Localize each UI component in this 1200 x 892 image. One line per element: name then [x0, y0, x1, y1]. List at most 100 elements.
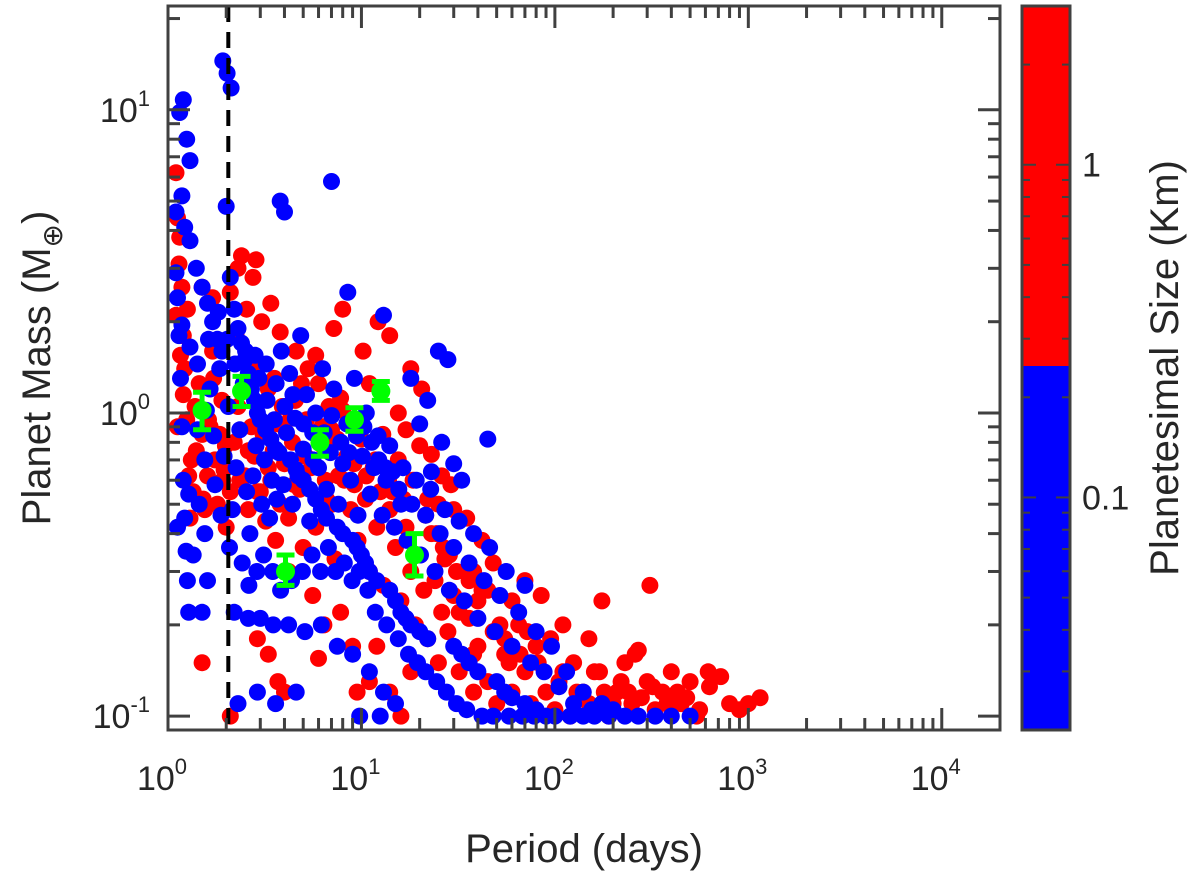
red-point-212: [307, 346, 325, 364]
blue-point-236: [359, 581, 377, 599]
blue-point-123: [289, 467, 307, 485]
red-point-244: [532, 587, 550, 604]
blue-point-172: [497, 563, 515, 580]
blue-point-85: [173, 418, 191, 436]
blue-point-160: [436, 501, 454, 519]
blue-point-131: [314, 360, 332, 378]
blue-point-150: [390, 480, 408, 498]
blue-point-256: [209, 303, 227, 321]
x-axis-title: Period (days): [465, 827, 703, 871]
blue-point-254: [189, 355, 206, 373]
red-point-202: [644, 678, 662, 696]
blue-point-92: [199, 572, 216, 590]
blue-point-165: [460, 554, 478, 572]
blue-point-118: [274, 476, 292, 494]
blue-point-156: [417, 506, 435, 524]
red-point-201: [632, 689, 650, 707]
red-point-88: [465, 683, 483, 701]
blue-point-268: [323, 407, 341, 425]
blue-point-163: [450, 512, 468, 530]
red-point-38: [267, 531, 285, 549]
blue-point-126: [298, 386, 315, 404]
red-point-28: [239, 501, 257, 519]
blue-point-143: [361, 485, 379, 503]
colorbar-title: Planetesimal Size (Km): [1143, 160, 1187, 576]
blue-point-105: [241, 525, 259, 543]
observed-planet-6: [404, 531, 424, 579]
blue-point-20: [229, 320, 247, 337]
blue-point-248: [484, 707, 502, 725]
red-point-257: [259, 645, 277, 663]
blue-point-164: [455, 592, 473, 610]
blue-point-192: [296, 623, 314, 641]
blue-point-177: [527, 623, 545, 641]
blue-point-127: [301, 512, 319, 530]
blue-point-238: [378, 616, 396, 634]
blue-point-119: [278, 424, 295, 442]
red-point-256: [248, 630, 266, 648]
blue-point-190: [264, 616, 282, 634]
blue-point-104: [238, 483, 256, 501]
colorbar-ticks: [1022, 5, 1070, 673]
blue-point-107: [247, 437, 265, 455]
blue-point-264: [284, 386, 302, 404]
blue-point-186: [604, 701, 622, 719]
red-point-164: [238, 300, 256, 318]
blue-point-94: [196, 451, 214, 469]
blue-point-215: [180, 485, 198, 503]
y-axis-title-main: Planet Mass (M: [15, 247, 59, 525]
blue-point-139: [345, 369, 363, 387]
red-point-236: [325, 320, 343, 337]
blue-point-183: [574, 683, 592, 701]
axes-box: [166, 4, 1002, 732]
blue-point-3: [174, 91, 192, 109]
red-point-245: [554, 616, 572, 634]
red-point-99: [527, 637, 545, 655]
blue-point-265: [295, 415, 312, 433]
red-point-136: [348, 683, 366, 701]
red-point-196: [585, 663, 603, 681]
blue-point-129: [307, 404, 325, 422]
colorbar-tick-label-1: 1: [1082, 147, 1101, 185]
blue-point-135: [329, 495, 347, 513]
blue-point-166: [465, 525, 483, 543]
red-point-155: [422, 445, 440, 463]
red-point-250: [332, 603, 350, 621]
blue-point-11: [187, 259, 205, 277]
red-point-125: [641, 576, 659, 594]
blue-point-180: [550, 678, 568, 696]
blue-point-270: [340, 444, 358, 462]
red-point-154: [411, 437, 429, 455]
blue-point-252: [173, 316, 191, 334]
blue-point-175: [516, 576, 534, 594]
observed-planet-1: [232, 373, 252, 410]
blue-point-204: [387, 695, 404, 713]
red-point-127: [626, 645, 644, 663]
red-point-205: [678, 689, 696, 707]
x-tick-label-3: 103: [717, 754, 767, 798]
series-observed-points: [192, 373, 424, 588]
blue-point-67: [503, 689, 521, 707]
blue-point-258: [226, 355, 244, 373]
observed-planet-2: [276, 552, 296, 588]
red-point-232: [262, 294, 280, 312]
blue-point-79: [662, 707, 680, 725]
blue-point-181: [558, 663, 576, 681]
blue-point-173: [503, 637, 521, 655]
blue-point-244: [437, 683, 455, 701]
red-point-151: [484, 554, 502, 572]
red-point-126: [593, 592, 611, 610]
red-point-200: [619, 683, 637, 701]
observed-point: [371, 381, 391, 401]
y-tick-label-1: 100: [100, 389, 150, 433]
blue-point-2: [222, 79, 240, 97]
colorbar-frame: [1020, 4, 1072, 732]
blue-point-167: [469, 609, 487, 627]
x-tick-label-4: 104: [911, 754, 961, 798]
blue-point-64: [479, 430, 497, 448]
blue-point-176: [522, 654, 540, 672]
y-axis-title: Planet Mass (M⊕): [15, 211, 68, 526]
blue-point-263: [276, 398, 294, 415]
red-point-222: [174, 386, 192, 404]
red-point-231: [247, 251, 265, 269]
